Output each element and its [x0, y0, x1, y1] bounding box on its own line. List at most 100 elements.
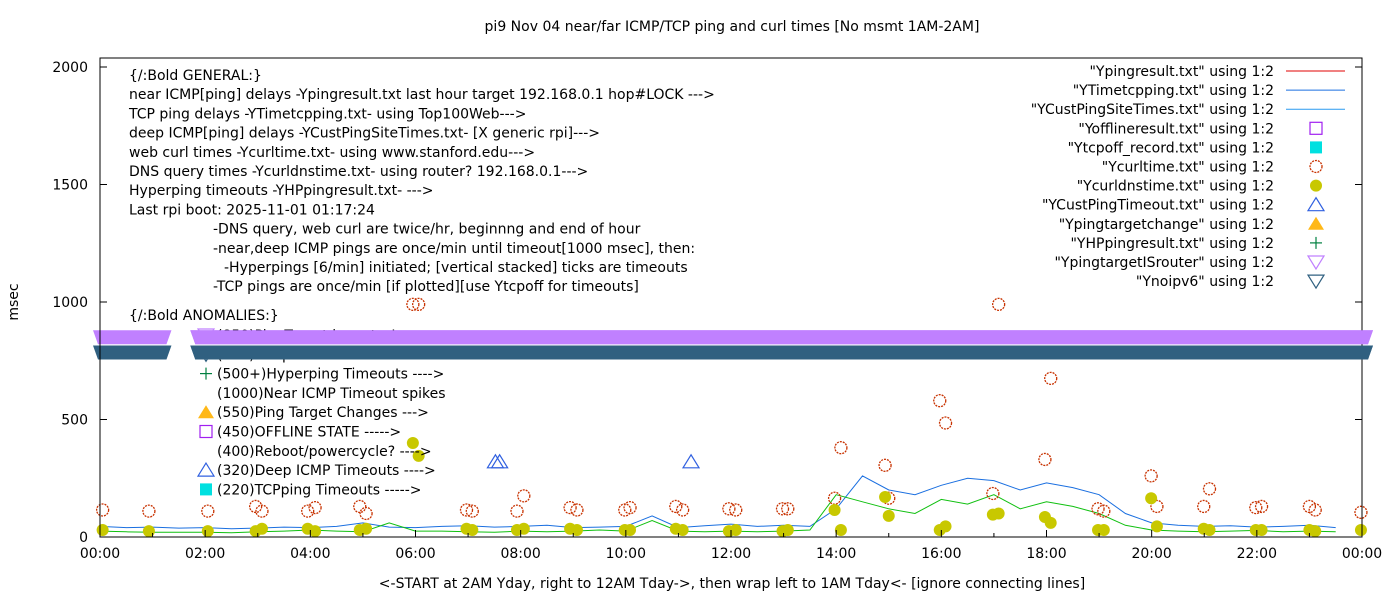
curl-time-point	[1038, 452, 1052, 467]
curl-time-point	[353, 499, 367, 514]
legend-marker-icon	[1308, 216, 1324, 230]
curl-time-point	[459, 503, 474, 517]
curl-time-point	[938, 416, 953, 430]
general-note: web curl times -Ycurltime.txt- using www…	[129, 145, 535, 161]
legend-label: "YCustPingTimeout.txt" using 1:2	[1042, 198, 1274, 214]
dns-time-point	[781, 523, 794, 536]
x-axis-label: <-START at 2AM Yday, right to 12AM Tday-…	[379, 576, 1085, 592]
chart-title: pi9 Nov 04 near/far ICMP/TCP ping and cu…	[485, 19, 980, 35]
legend-label: "Ycurldnstime.txt" using 1:2	[1077, 179, 1274, 195]
x-tick-label: 02:00	[185, 546, 225, 562]
general-note: -Hyperpings [6/min] initiated; [vertical…	[224, 260, 688, 276]
curl-time-point	[308, 500, 322, 515]
general-note: near ICMP[ping] delays -Ypingresult.txt …	[129, 87, 715, 103]
legend-label: "YCustPingSiteTimes.txt" using 1:2	[1031, 102, 1274, 118]
curl-time-point	[991, 297, 1006, 312]
anomaly-label: (500+)Hyperping Timeouts ---->	[217, 367, 444, 383]
curl-time-point	[1202, 482, 1217, 496]
dns-time-point	[939, 520, 952, 533]
curl-time-point	[1354, 505, 1368, 519]
dns-time-point	[828, 503, 841, 516]
x-tick-label: 18:00	[1026, 546, 1066, 562]
curl-time-point	[570, 503, 584, 517]
curl-time-point	[465, 504, 479, 518]
general-note: deep ICMP[ping] delays -YCustPingSiteTim…	[129, 126, 600, 142]
legend-marker-icon	[1306, 274, 1326, 290]
curl-time-point	[406, 297, 420, 312]
y-tick-label: 1000	[52, 295, 88, 311]
general-note: -DNS query, web curl are twice/hr, begin…	[213, 222, 641, 238]
curl-time-point	[834, 441, 848, 455]
curl-time-point	[1044, 371, 1058, 386]
dns-time-point	[992, 507, 1005, 520]
general-note: -TCP pings are once/min [if plotted][use…	[213, 279, 639, 295]
dns-time-point	[879, 491, 892, 504]
general-note: -near,deep ICMP pings are once/min until…	[213, 241, 695, 257]
x-tick-label: 00:00	[1342, 546, 1382, 562]
legend-marker-icon	[1306, 255, 1326, 271]
curl-time-point	[781, 502, 795, 516]
dns-time-point	[882, 509, 895, 522]
legend-label: "YpingtargetISrouter" using 1:2	[1054, 255, 1274, 271]
anomaly-label: (550)Ping Target Changes --->	[217, 405, 429, 421]
dns-time-point	[96, 523, 109, 536]
legend-label: "YTimetcpping.txt" using 1:2	[1073, 83, 1274, 99]
curl-time-point	[1091, 502, 1105, 516]
general-note: {/:Bold GENERAL:}	[129, 68, 262, 84]
anomaly-marker-icon	[196, 461, 216, 477]
anomaly-label: (320)Deep ICMP Timeouts ---->	[217, 463, 436, 479]
anomaly-marker-icon	[200, 367, 212, 380]
curl-time-point	[1144, 469, 1158, 483]
general-note: DNS query times -Ycurldnstime.txt- using…	[129, 164, 588, 180]
y-tick-label: 0	[79, 530, 88, 546]
curl-time-point	[933, 394, 947, 408]
x-tick-label: 00:00	[80, 546, 120, 562]
curl-time-point	[722, 502, 736, 516]
legend-label: "Ypingresult.txt" using 1:2	[1089, 64, 1274, 80]
general-note: TCP ping delays -YTimetcpping.txt- using…	[128, 106, 526, 122]
legend-marker-icon	[1309, 121, 1323, 135]
dns-time-point	[834, 523, 847, 536]
general-note: Hyperping timeouts -YHPpingresult.txt- -…	[129, 183, 434, 199]
dns-time-point	[1354, 523, 1367, 536]
curl-time-point	[517, 489, 531, 503]
band-Ynoipv6	[93, 345, 172, 360]
legend: "Ypingresult.txt" using 1:2 "YTimetcpping…	[1031, 64, 1345, 290]
anomaly-marker-icon	[199, 424, 213, 439]
dns-time-point	[570, 523, 583, 536]
curl-time-point	[412, 297, 426, 312]
annotations: {/:Bold GENERAL:} near ICMP[ping] delays …	[128, 68, 1373, 498]
deep-icmp-timeout-point	[681, 453, 701, 469]
dns-time-point	[360, 522, 373, 535]
x-tick-label: 12:00	[711, 546, 751, 562]
y-axis-label: msec	[6, 283, 22, 320]
y-tick-label: 500	[61, 413, 88, 429]
anomaly-label: (400)Reboot/powercycle? ---->	[217, 444, 432, 460]
y-tick-label: 2000	[52, 60, 88, 76]
curl-time-point	[1097, 504, 1111, 518]
dns-time-point	[1145, 492, 1158, 505]
legend-marker-icon	[1306, 196, 1326, 212]
legend-marker-icon	[1310, 236, 1322, 249]
dns-time-point	[406, 437, 419, 449]
general-note: Last rpi boot: 2025-11-01 01:17:24	[129, 202, 375, 218]
dns-time-point	[676, 523, 689, 536]
dns-time-point	[729, 523, 742, 536]
curl-time-point	[1197, 499, 1211, 514]
legend-label: "YHPpingresult.txt" using 1:2	[1070, 236, 1274, 252]
axes: 0 500 1000 1500 2000 00:00 02:00 04:00 06:00 08:0…	[52, 60, 1382, 562]
band-overlay	[190, 330, 1373, 345]
band-overlay	[190, 345, 1373, 360]
legend-label: "Ytcpoff_record.txt" using 1:2	[1068, 140, 1274, 156]
curl-time-point	[729, 503, 743, 517]
legend-label: "Ypingtargetchange" using 1:2	[1059, 217, 1274, 233]
anomaly-marker-icon	[198, 405, 214, 419]
curl-time-point	[1249, 500, 1263, 515]
curl-time-point	[563, 500, 577, 515]
curl-time-point	[1302, 499, 1317, 514]
y-tick-label: 1500	[52, 178, 88, 194]
anomaly-marker-icon	[200, 483, 212, 496]
curl-time-point	[827, 491, 842, 505]
dns-time-point	[255, 522, 268, 535]
